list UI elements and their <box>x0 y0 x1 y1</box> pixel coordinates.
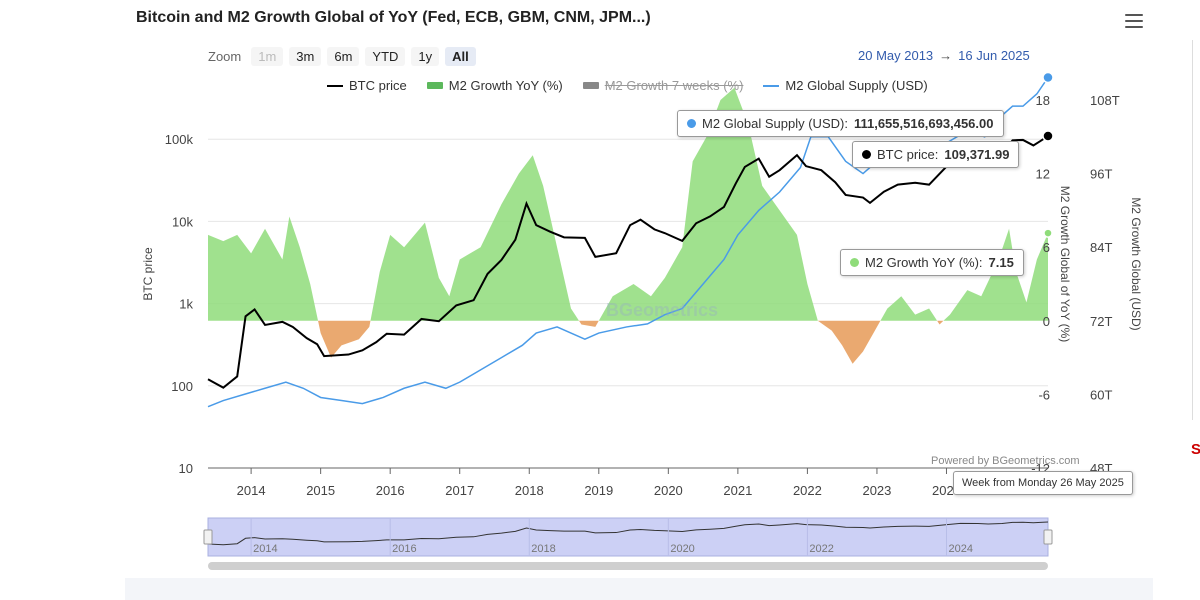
x-tick-label: 2014 <box>237 483 266 498</box>
navigator-tick-label: 2022 <box>809 543 833 555</box>
tooltip-m2-growth: M2 Growth YoY (%): 7.15 <box>840 249 1024 276</box>
legend-swatch <box>582 82 599 89</box>
legend-swatch <box>327 84 343 87</box>
zoom-button-ytd[interactable]: YTD <box>365 47 406 66</box>
y-tick-label-m2-growth: 18 <box>1036 93 1050 108</box>
legend-item-m2-global-supply[interactable]: M2 Global Supply (USD) <box>763 78 928 93</box>
legend-swatch <box>763 84 780 87</box>
x-tick-label: 2019 <box>584 483 613 498</box>
y-tick-label-m2-supply: 96T <box>1090 167 1112 182</box>
navigator-series-line <box>207 521 1049 546</box>
legend-label: M2 Growth 7 weeks (%) <box>604 78 744 93</box>
tooltip-value: 7.15 <box>988 255 1014 270</box>
y-tick-label-m2-supply: 72T <box>1090 314 1112 329</box>
zoom-bar: Zoom 1m 3m 6m YTD 1y All <box>208 47 476 66</box>
tooltip-label: M2 Global Supply (USD): <box>702 116 848 131</box>
y-axis-title-m2-growth: M2 Growth Global of YoY (%) <box>1058 186 1072 343</box>
y-tick-label-m2-supply: 108T <box>1090 93 1120 108</box>
zoom-button-1m[interactable]: 1m <box>251 47 284 66</box>
menu-bar <box>1125 14 1143 16</box>
watermark: BGeometrics <box>606 300 719 320</box>
navigator-tick-label: 2018 <box>531 543 555 555</box>
series-area-m2-growth-positive <box>208 87 1048 321</box>
chart-legend: BTC price M2 Growth YoY (%) M2 Growth 7 … <box>327 78 928 93</box>
tooltip-label: BTC price: <box>877 147 939 162</box>
tooltip-dot <box>850 258 859 267</box>
navigator-tick-label: 2020 <box>670 543 694 555</box>
powered-by-link[interactable]: Powered by BGeometrics.com <box>931 455 1080 467</box>
legend-item-m2-growth-7-weeks[interactable]: M2 Growth 7 weeks (%) <box>582 78 744 93</box>
legend-item-m2-growth-yoy[interactable]: M2 Growth YoY (%) <box>426 78 563 93</box>
navigator-handle-left[interactable] <box>203 529 213 545</box>
tooltip-dot <box>862 150 871 159</box>
y-tick-label-btc: 100k <box>165 132 194 147</box>
hover-marker-m2-supply <box>1042 71 1054 84</box>
range-from-input[interactable]: 20 May 2013 <box>858 48 934 63</box>
navigator-tick-label: 2024 <box>948 543 972 555</box>
legend-label: M2 Growth YoY (%) <box>448 78 563 93</box>
menu-bar <box>1125 20 1143 22</box>
date-range: 20 May 2013 → 16 Jun 2025 <box>858 48 1030 63</box>
hover-marker-m2-growth <box>1043 228 1053 238</box>
x-tick-label: 2020 <box>654 483 683 498</box>
x-tick-label: 2016 <box>376 483 405 498</box>
series-line-btc-price <box>207 135 1049 389</box>
menu-bar <box>1125 26 1143 28</box>
series-area-m2-growth-negative <box>208 320 1048 364</box>
y-tick-label-m2-growth: 6 <box>1043 240 1050 255</box>
y-tick-label-btc: 10k <box>172 214 193 229</box>
y-axis-title-btc: BTC price <box>141 247 155 301</box>
y-axis-title-m2-supply: M2 Growth Global (USD) <box>1129 197 1143 330</box>
zoom-button-1y[interactable]: 1y <box>411 47 440 66</box>
y-tick-label-m2-growth: 12 <box>1036 167 1050 182</box>
x-tick-label: 2017 <box>445 483 474 498</box>
tooltip-m2-supply: M2 Global Supply (USD): 111,655,516,693,… <box>677 110 1004 137</box>
navigator-tick-label: 2014 <box>253 543 277 555</box>
navigator-scrollbar[interactable] <box>208 562 1048 570</box>
zoom-button-6m[interactable]: 6m <box>327 47 360 66</box>
tooltip-btc-price: BTC price: 109,371.99 <box>852 141 1020 168</box>
zoom-label: Zoom <box>208 49 242 64</box>
navigator-tick-label: 2016 <box>392 543 416 555</box>
zoom-button-all[interactable]: All <box>445 47 476 66</box>
adjacent-panel-edge <box>1192 40 1200 420</box>
tooltip-value: 109,371.99 <box>944 147 1010 162</box>
navigator-selection[interactable] <box>207 517 1049 557</box>
hover-marker-btc <box>1042 130 1054 142</box>
hamburger-menu-icon[interactable] <box>1125 14 1143 28</box>
legend-swatch <box>426 82 443 89</box>
legend-item-btc-price[interactable]: BTC price <box>327 78 407 93</box>
y-tick-label-m2-supply: 84T <box>1090 240 1112 255</box>
range-to-input[interactable]: 16 Jun 2025 <box>958 48 1030 63</box>
x-tick-label: 2015 <box>306 483 335 498</box>
y-tick-label-m2-growth: 0 <box>1043 314 1050 329</box>
adjacent-panel-letter: S <box>1191 441 1200 458</box>
x-tick-label: 2022 <box>793 483 822 498</box>
navigator-handle-right[interactable] <box>1043 529 1053 545</box>
y-tick-label-btc: 1k <box>179 297 193 312</box>
x-tick-label: 2018 <box>515 483 544 498</box>
legend-label: BTC price <box>349 78 407 93</box>
range-arrow-icon: → <box>939 48 953 63</box>
y-tick-label-m2-growth: -6 <box>1038 387 1050 402</box>
legend-label: M2 Global Supply (USD) <box>785 78 928 93</box>
tooltip-dot <box>687 119 696 128</box>
tooltip-label: M2 Growth YoY (%): <box>865 255 983 270</box>
y-tick-label-btc: 100 <box>171 379 193 394</box>
y-tick-label-m2-supply: 60T <box>1090 387 1112 402</box>
tooltip-value: 111,655,516,693,456.00 <box>853 116 994 131</box>
x-tick-label: 2023 <box>862 483 891 498</box>
tooltip-date: Week from Monday 26 May 2025 <box>953 471 1133 495</box>
zoom-button-3m[interactable]: 3m <box>289 47 322 66</box>
y-tick-label-btc: 10 <box>179 461 193 476</box>
bottom-strip <box>125 578 1153 600</box>
chart-title: Bitcoin and M2 Growth Global of YoY (Fed… <box>136 9 651 26</box>
x-tick-label: 2021 <box>723 483 752 498</box>
